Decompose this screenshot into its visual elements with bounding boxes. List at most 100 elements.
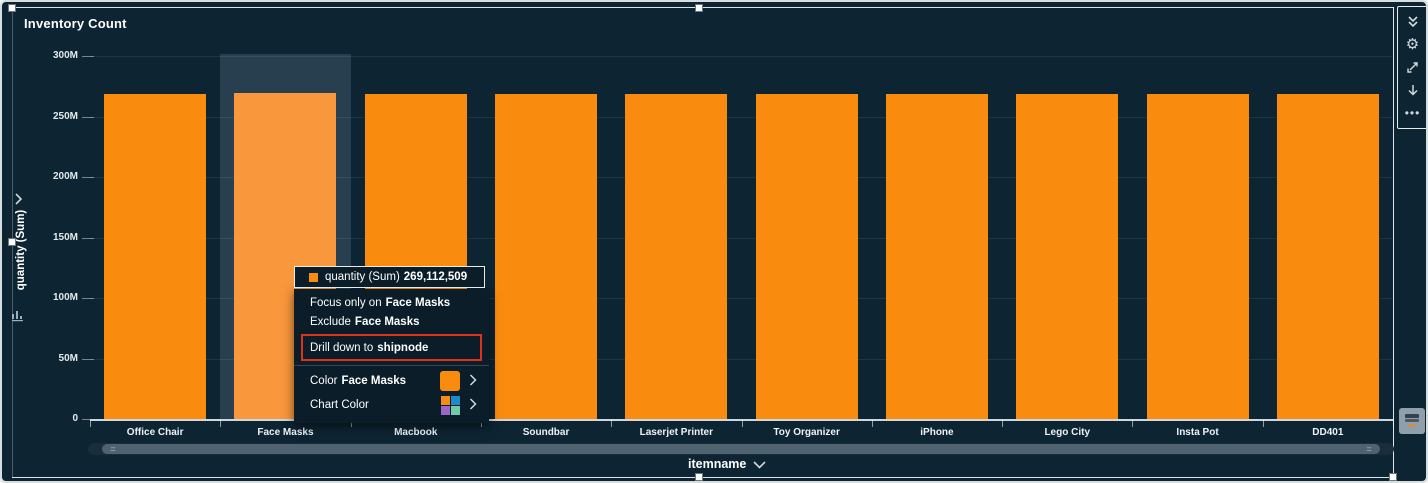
x-tick-mark: [480, 420, 482, 427]
gridline: [90, 358, 1392, 360]
tooltip-value: 269,112,509: [403, 271, 468, 283]
visual-title: Inventory Count: [24, 16, 127, 31]
x-tick-label: iPhone: [920, 427, 954, 438]
collapse-double-chevron-icon[interactable]: [1404, 13, 1422, 31]
scrollbar-thumb[interactable]: [102, 444, 1380, 454]
x-tick-label: DD401: [1312, 427, 1344, 438]
gridline: [90, 237, 1392, 239]
menu-item-drill-down[interactable]: Drill down to shipnode: [303, 338, 480, 357]
y-tick-mark: [82, 298, 94, 299]
y-tick-label: 150M: [52, 231, 78, 243]
x-tick-label: Macbook: [394, 427, 438, 438]
bar-iphone[interactable]: [885, 93, 988, 419]
menu-item-bold-label: Face Masks: [385, 296, 451, 309]
gridline: [90, 298, 1392, 299]
x-tick-mark: [90, 420, 91, 427]
palette-color-cell: [451, 405, 460, 415]
tooltip-series-label: quantity (Sum): [325, 271, 400, 283]
y-axis-collapse-chevron-icon[interactable]: [14, 192, 23, 210]
scrollbar-left-grip-icon[interactable]: =: [110, 444, 116, 454]
table-filter-widget-icon[interactable]: [1399, 408, 1425, 434]
settings-gear-icon[interactable]: ⚙: [1405, 35, 1420, 54]
x-tick-label: Laserjet Printer: [639, 427, 714, 438]
menu-item-label: Drill down to: [310, 341, 374, 354]
export-down-arrow-icon[interactable]: [1404, 81, 1422, 99]
color-swatch: [440, 371, 460, 391]
bar-insta-pot[interactable]: [1146, 93, 1249, 419]
resize-handle-bottom-center[interactable]: [695, 473, 703, 481]
datapoint-tooltip: quantity (Sum) 269,112,509: [294, 266, 485, 288]
x-axis-scrollbar[interactable]: = =: [88, 443, 1394, 455]
x-tick-mark: [871, 420, 873, 427]
x-axis-field-dropdown[interactable]: itemname: [688, 457, 766, 471]
menu-item-label: Chart Color: [310, 399, 369, 411]
x-tick-label: Face Masks: [257, 427, 314, 438]
bar-soundbar[interactable]: [495, 94, 598, 419]
x-tick-label: Lego City: [1044, 427, 1091, 438]
bar-office-chair[interactable]: [104, 93, 207, 419]
y-tick-mark: [82, 56, 94, 57]
gridline: [90, 56, 1392, 57]
x-tick-label: Office Chair: [126, 427, 184, 438]
resize-handle-left-center[interactable]: [8, 238, 16, 246]
x-tick-mark: [1132, 420, 1134, 427]
menu-item-bold-label: shipnode: [377, 341, 429, 354]
x-tick-mark: [1393, 420, 1394, 427]
menu-item-label: Exclude: [310, 315, 351, 328]
bar-dd401[interactable]: [1276, 94, 1379, 419]
selection-border-top: [12, 7, 1394, 8]
y-tick-mark: [82, 419, 94, 420]
y-axis-sort-icon[interactable]: [11, 308, 25, 327]
x-tick-mark: [350, 420, 352, 427]
chevron-down-icon: [753, 461, 766, 469]
x-tick-label: Toy Organizer: [773, 427, 840, 438]
x-tick-mark: [741, 420, 743, 427]
palette-color-cell: [451, 395, 460, 405]
submenu-chevron-icon: [469, 397, 477, 413]
y-tick-mark: [82, 116, 94, 118]
y-tick-label: 100M: [52, 292, 78, 303]
y-tick-label: 0: [72, 413, 78, 424]
on-visual-menu: ⚙ •••: [1397, 6, 1426, 129]
chart-color-palette-swatch: [441, 395, 460, 415]
bar-lego-city[interactable]: [1016, 94, 1119, 419]
selection-border-bottom: [12, 477, 1394, 478]
menu-item-label: Focus only on: [310, 296, 382, 309]
y-tick-mark: [82, 237, 94, 239]
resize-handle-bottom-right[interactable]: [1389, 473, 1397, 481]
x-tick-mark: [1002, 420, 1004, 427]
y-tick-label: 200M: [52, 171, 78, 182]
x-tick-mark: [220, 420, 222, 427]
x-tick-label: Insta Pot: [1176, 427, 1219, 438]
scrollbar-right-grip-icon[interactable]: =: [1366, 444, 1372, 454]
palette-color-cell: [441, 405, 450, 415]
selection-border-right: [1393, 7, 1394, 477]
menu-item-exclude[interactable]: Exclude Face Masks: [294, 312, 489, 331]
resize-handle-top-left[interactable]: [8, 4, 16, 12]
x-tick-mark: [1262, 420, 1264, 427]
series-color-swatch: [309, 272, 318, 282]
context-menu: Focus only on Face Masks Exclude Face Ma…: [294, 289, 489, 423]
y-axis-title[interactable]: quantity (Sum): [15, 209, 27, 291]
y-tick-label: 50M: [58, 352, 78, 364]
x-tick-mark: [611, 420, 613, 427]
drill-down-highlight-box: Drill down to shipnode: [301, 334, 482, 361]
menu-item-chart-color[interactable]: Chart Color: [294, 393, 489, 417]
y-tick-label: 300M: [52, 50, 78, 61]
x-axis-field-label: itemname: [688, 457, 747, 471]
bar-laserjet-printer[interactable]: [625, 93, 728, 419]
submenu-chevron-icon: [469, 373, 477, 389]
maximize-icon[interactable]: [1404, 59, 1422, 77]
menu-item-label: Color: [310, 375, 338, 387]
menu-item-focus-only[interactable]: Focus only on Face Masks: [294, 293, 489, 312]
resize-handle-top-center[interactable]: [695, 4, 703, 12]
menu-item-color-datapoint[interactable]: Color Face Masks: [294, 369, 489, 393]
menu-divider: [294, 365, 489, 366]
bar-toy-organizer[interactable]: [755, 94, 858, 419]
gridline: [90, 177, 1392, 178]
gridline: [90, 116, 1392, 118]
menu-item-bold-label: Face Masks: [354, 315, 420, 328]
more-options-icon[interactable]: •••: [1404, 106, 1421, 120]
x-tick-label: Soundbar: [522, 427, 570, 438]
